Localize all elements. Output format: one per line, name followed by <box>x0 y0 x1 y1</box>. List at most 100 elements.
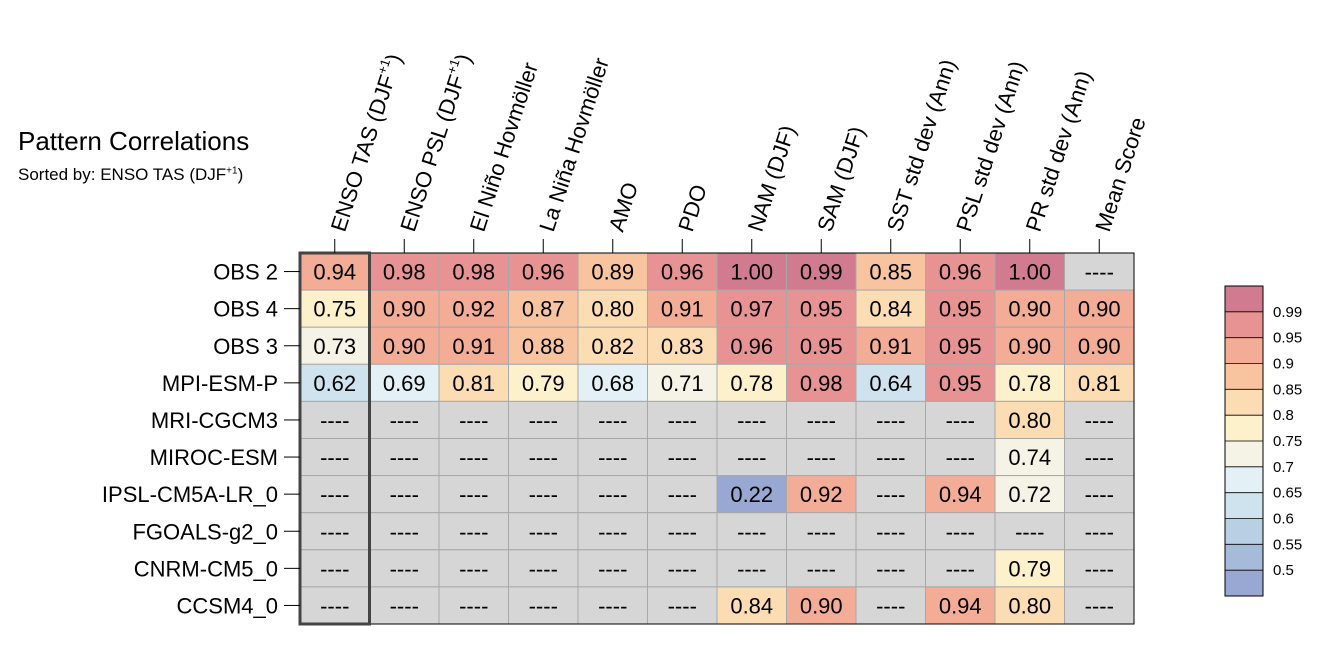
cell-label: ---- <box>1085 445 1114 470</box>
heatmap-cell <box>716 586 787 625</box>
row-label: MRI-CGCM3 <box>151 408 278 433</box>
colorbar-label: 0.65 <box>1273 485 1302 502</box>
heatmap-cell <box>647 438 718 477</box>
heatmap-cell <box>994 549 1065 588</box>
heatmap-cell <box>855 512 926 551</box>
cell-label: ---- <box>529 519 558 544</box>
column-label: PDO <box>673 181 712 234</box>
colorbar-bin <box>1225 492 1263 519</box>
cell-label: ---- <box>737 519 766 544</box>
column-label: PSL std dev (Ann) <box>951 58 1030 235</box>
cell-label: 0.96 <box>730 334 773 359</box>
cell-label: 0.79 <box>522 371 565 396</box>
cell-label: ---- <box>320 519 349 544</box>
column-label: El Niño Hovmöller <box>465 59 543 234</box>
cell-label: ---- <box>1085 408 1114 433</box>
heatmap-cell <box>647 363 718 402</box>
cell-label: 0.99 <box>800 260 843 285</box>
colorbar-bin <box>1225 363 1263 390</box>
heatmap-cell <box>786 289 857 328</box>
heatmap-cell <box>577 400 648 439</box>
cell-label: 1.00 <box>1008 260 1051 285</box>
cell-label: 0.90 <box>383 297 426 322</box>
cell-label: ---- <box>598 556 627 581</box>
cell-label: 0.95 <box>939 371 982 396</box>
cell-label: 0.90 <box>1008 297 1051 322</box>
subtitle-suffix: ) <box>237 165 244 184</box>
heatmap-cell <box>1064 549 1135 588</box>
heatmap-cell <box>786 326 857 365</box>
cell-label: ---- <box>390 408 419 433</box>
cell-label: ---- <box>598 519 627 544</box>
cell-label: 0.89 <box>591 260 634 285</box>
cell-label: 0.73 <box>313 334 356 359</box>
chart-title: Pattern Correlations <box>18 126 250 156</box>
cell-label: ---- <box>876 556 905 581</box>
heatmap-cell <box>716 326 787 365</box>
cell-label: ---- <box>1085 556 1114 581</box>
cell-label: 0.92 <box>452 297 495 322</box>
heatmap-cell <box>855 289 926 328</box>
cell-label: ---- <box>737 408 766 433</box>
cell-label: ---- <box>876 445 905 470</box>
heatmap-cell <box>438 289 509 328</box>
colorbar-label: 0.55 <box>1273 536 1302 553</box>
heatmap-cell <box>508 363 579 402</box>
heatmap-cell <box>925 586 996 625</box>
cell-label: ---- <box>320 445 349 470</box>
heatmap-cell <box>855 586 926 625</box>
cell-label: 0.80 <box>1008 593 1051 618</box>
heatmap-cell <box>647 586 718 625</box>
column-label: ENSO PSL (DJF+1) <box>393 50 476 234</box>
cell-label: ---- <box>876 593 905 618</box>
cell-label: ---- <box>1085 482 1114 507</box>
heatmap-cell <box>438 326 509 365</box>
cell-label: 0.78 <box>1008 371 1051 396</box>
cell-label: 0.90 <box>800 593 843 618</box>
column-label: Mean Score <box>1090 114 1150 235</box>
colorbar-bin <box>1225 570 1263 596</box>
colorbar-bin <box>1225 544 1263 571</box>
heatmap-cell <box>647 326 718 365</box>
cell-label: 0.80 <box>591 297 634 322</box>
cell-label: 0.96 <box>661 260 704 285</box>
cell-label: ---- <box>390 519 419 544</box>
cell-label: 0.69 <box>383 371 426 396</box>
cell-label: 0.95 <box>800 334 843 359</box>
heatmap-cell <box>508 252 579 291</box>
cell-label: ---- <box>876 482 905 507</box>
cell-label: 0.84 <box>869 297 912 322</box>
column-label: AMO <box>604 179 643 234</box>
cell-label: 0.85 <box>869 260 912 285</box>
heatmap-cell <box>716 512 787 551</box>
cell-label: ---- <box>598 445 627 470</box>
cell-label: 0.97 <box>730 297 773 322</box>
cell-label: ---- <box>737 556 766 581</box>
cell-label: ---- <box>390 445 419 470</box>
heatmap-cell <box>716 438 787 477</box>
heatmap-cell <box>994 252 1065 291</box>
cell-label: 0.95 <box>939 334 982 359</box>
heatmap-cell <box>299 586 370 625</box>
heatmap-cell <box>369 475 440 514</box>
cell-label: ---- <box>320 593 349 618</box>
cell-label: 0.96 <box>939 260 982 285</box>
cell-label: 0.98 <box>800 371 843 396</box>
cell-label: 0.80 <box>1008 408 1051 433</box>
heatmap-cell <box>994 586 1065 625</box>
cell-label: 0.95 <box>800 297 843 322</box>
heatmap-cell <box>438 512 509 551</box>
heatmap-cell <box>855 549 926 588</box>
cell-label: ---- <box>459 556 488 581</box>
heatmap-cell <box>716 549 787 588</box>
cell-label: ---- <box>1085 593 1114 618</box>
heatmap-cell <box>438 586 509 625</box>
cell-label: ---- <box>320 556 349 581</box>
cell-label: 0.90 <box>1008 334 1051 359</box>
heatmap-cell <box>994 475 1065 514</box>
row-label: MPI-ESM-P <box>162 371 278 396</box>
heatmap-cell <box>994 326 1065 365</box>
cell-label: ---- <box>598 408 627 433</box>
cell-label: 0.74 <box>1008 445 1051 470</box>
